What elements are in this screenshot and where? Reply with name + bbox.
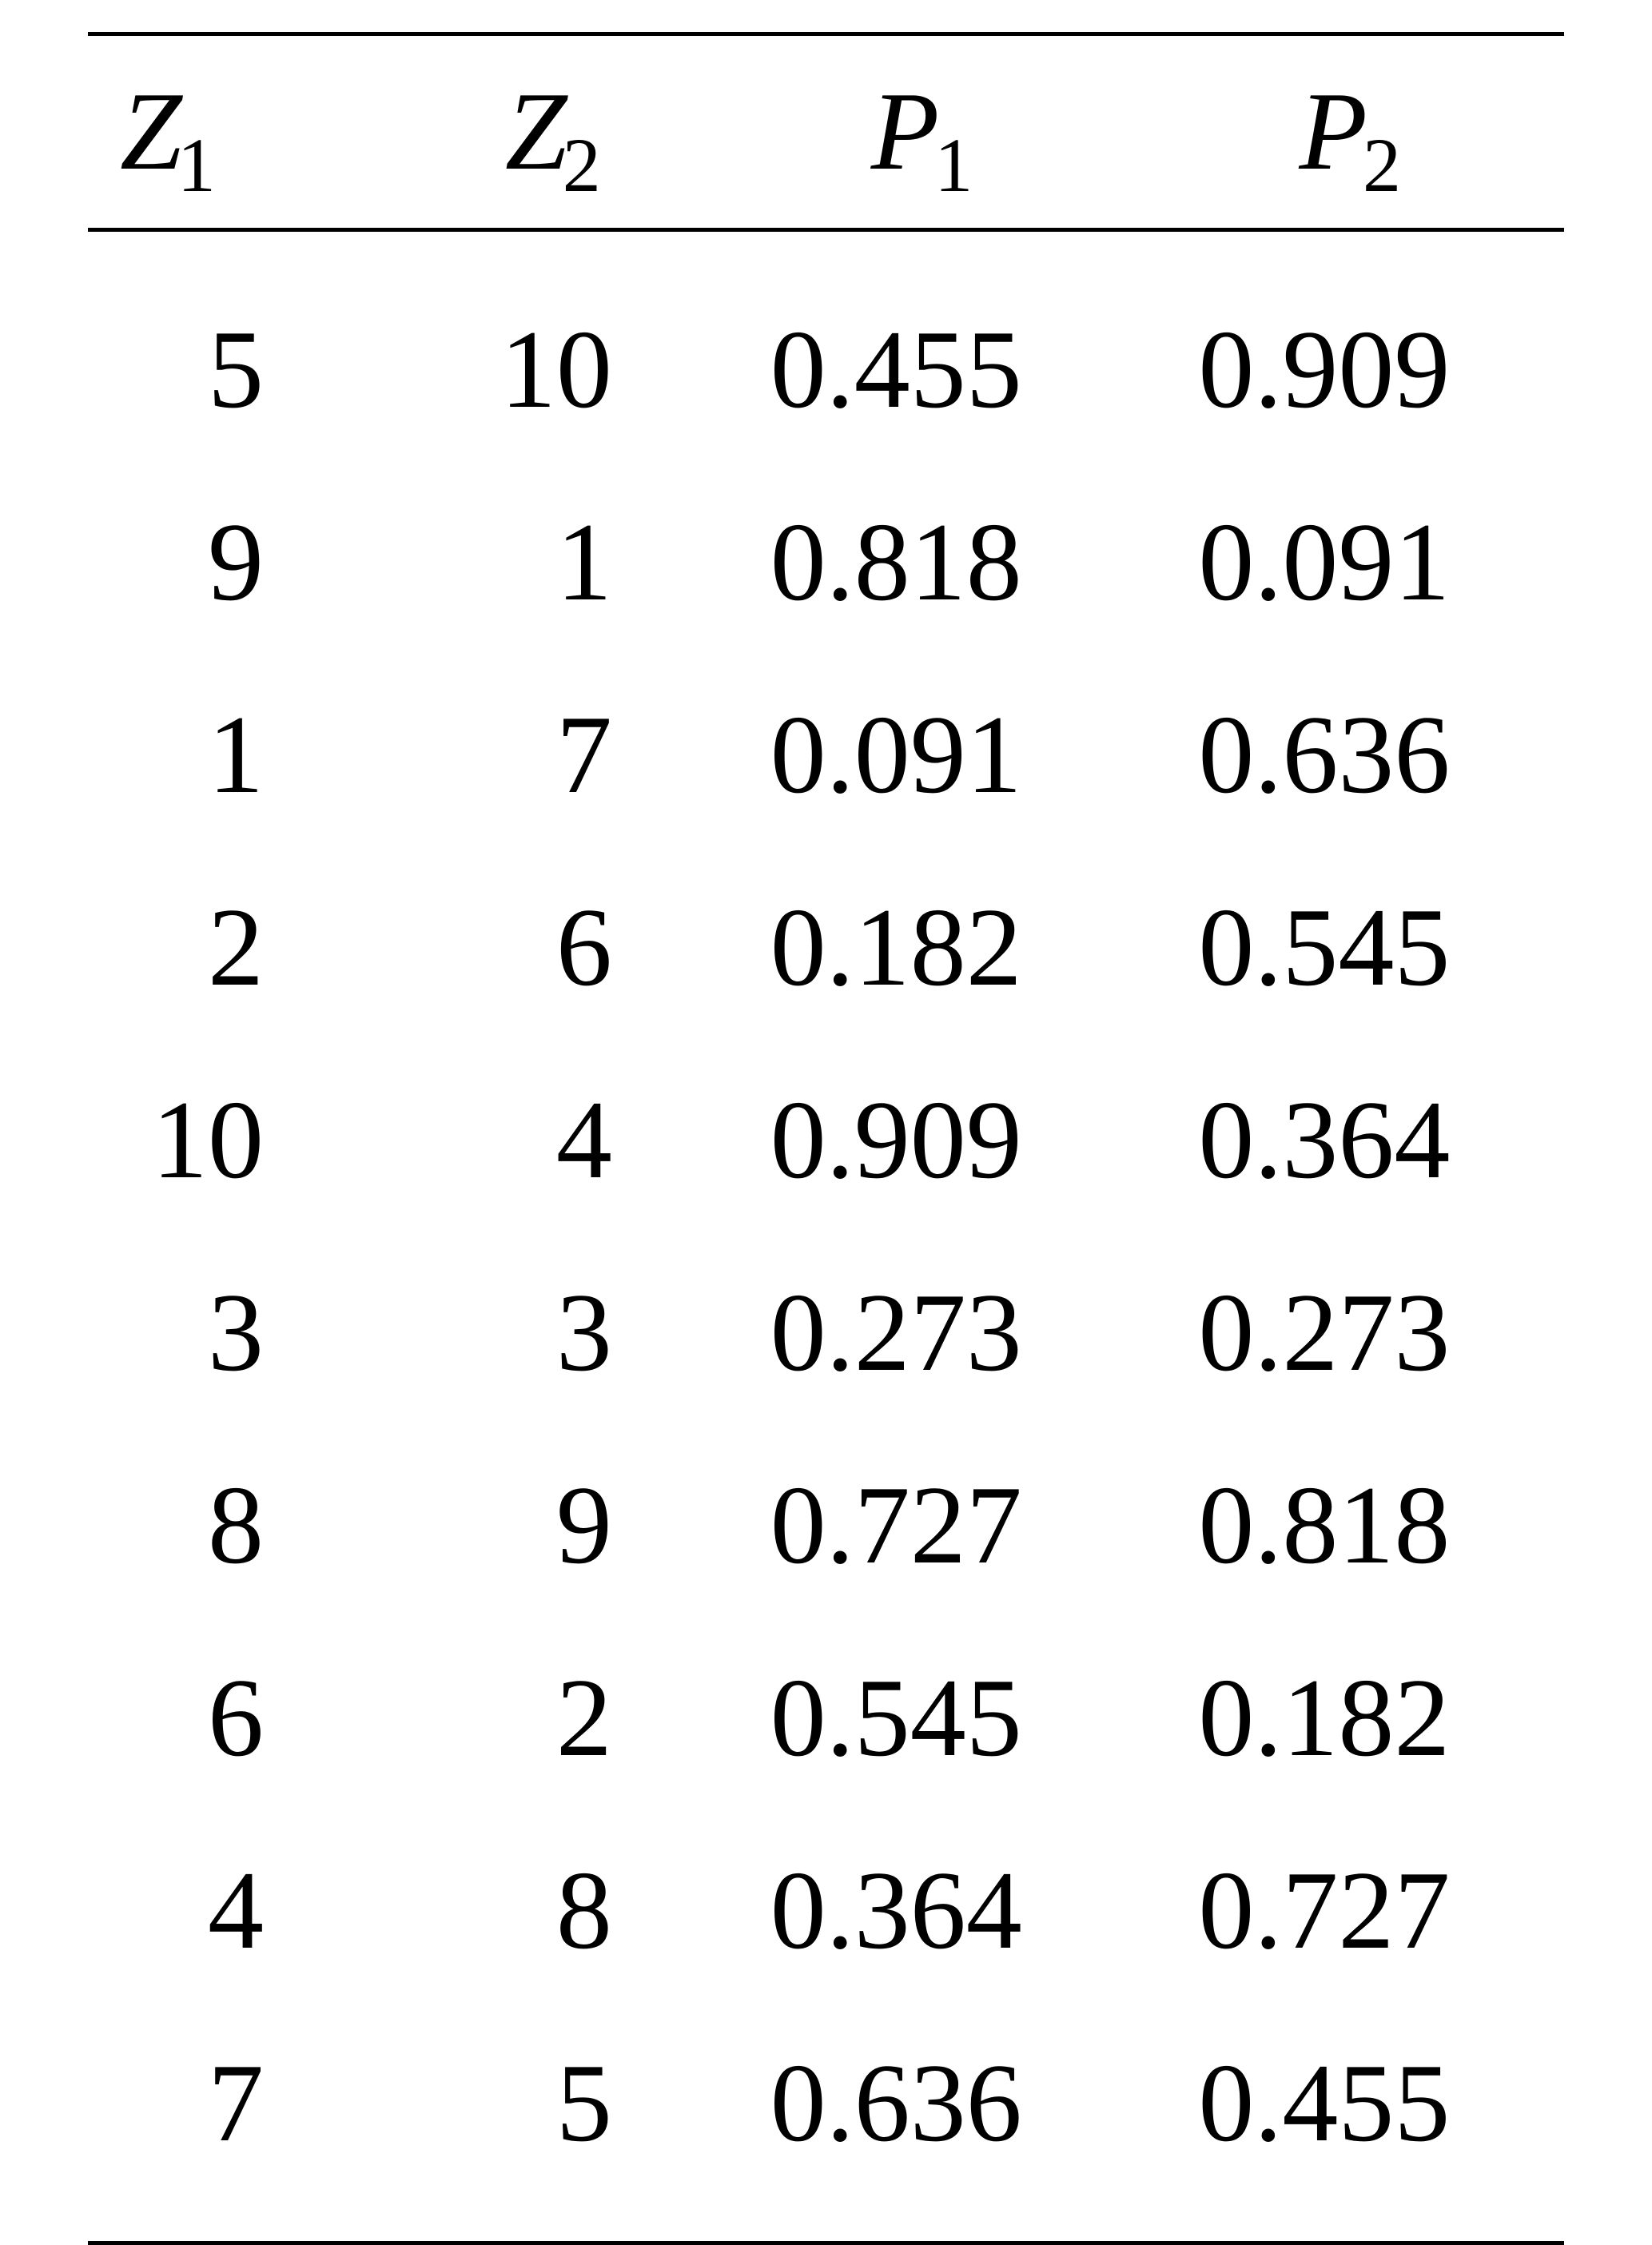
- cell-p2: 0.273: [1136, 1236, 1564, 1429]
- col-header-z2: Z2: [398, 34, 708, 230]
- table-row: 6 2 0.545 0.182: [88, 1622, 1564, 1814]
- cell-p2: 0.909: [1136, 230, 1564, 467]
- cell-p1: 0.455: [708, 230, 1136, 467]
- cell-z1: 7: [88, 2007, 398, 2243]
- cell-p2: 0.545: [1136, 851, 1564, 1044]
- table-body: 5 10 0.455 0.909 9 1 0.818 0.091 1 7 0.0…: [88, 230, 1564, 2243]
- cell-z2: 8: [398, 1814, 708, 2007]
- cell-p1: 0.091: [708, 659, 1136, 851]
- col-header-p1: P1: [708, 34, 1136, 230]
- col-header-sub: 1: [177, 122, 216, 208]
- cell-p1: 0.545: [708, 1622, 1136, 1814]
- table-row: 9 1 0.818 0.091: [88, 466, 1564, 659]
- cell-p1: 0.818: [708, 466, 1136, 659]
- cell-p1: 0.727: [708, 1429, 1136, 1622]
- cell-z1: 10: [88, 1044, 398, 1236]
- table-row: 2 6 0.182 0.545: [88, 851, 1564, 1044]
- cell-z2: 5: [398, 2007, 708, 2243]
- table-row: 7 5 0.636 0.455: [88, 2007, 1564, 2243]
- cell-z1: 1: [88, 659, 398, 851]
- cell-z2: 2: [398, 1622, 708, 1814]
- cell-z1: 8: [88, 1429, 398, 1622]
- col-header-var: P: [871, 70, 940, 193]
- table-row: 3 3 0.273 0.273: [88, 1236, 1564, 1429]
- col-header-sub: 1: [934, 122, 973, 208]
- cell-z2: 3: [398, 1236, 708, 1429]
- col-header-z1: Z1: [88, 34, 398, 230]
- table-row: 8 9 0.727 0.818: [88, 1429, 1564, 1622]
- cell-z2: 9: [398, 1429, 708, 1622]
- cell-z1: 6: [88, 1622, 398, 1814]
- col-header-sub: 2: [563, 122, 601, 208]
- cell-z2: 6: [398, 851, 708, 1044]
- cell-p1: 0.273: [708, 1236, 1136, 1429]
- cell-p2: 0.455: [1136, 2007, 1564, 2243]
- table-header-row: Z1 Z2 P1 P2: [88, 34, 1564, 230]
- col-header-sub: 2: [1363, 122, 1401, 208]
- cell-z1: 5: [88, 230, 398, 467]
- cell-p2: 0.636: [1136, 659, 1564, 851]
- cell-p2: 0.818: [1136, 1429, 1564, 1622]
- cell-p2: 0.727: [1136, 1814, 1564, 2007]
- cell-z2: 7: [398, 659, 708, 851]
- page: Z1 Z2 P1 P2: [0, 0, 1652, 2008]
- col-header-var: Z: [505, 70, 567, 193]
- cell-p1: 0.909: [708, 1044, 1136, 1236]
- cell-z1: 3: [88, 1236, 398, 1429]
- data-table: Z1 Z2 P1 P2: [88, 32, 1564, 2245]
- cell-p1: 0.182: [708, 851, 1136, 1044]
- cell-z2: 10: [398, 230, 708, 467]
- cell-p2: 0.091: [1136, 466, 1564, 659]
- cell-p1: 0.636: [708, 2007, 1136, 2243]
- table-row: 5 10 0.455 0.909: [88, 230, 1564, 467]
- table-row: 1 7 0.091 0.636: [88, 659, 1564, 851]
- cell-p1: 0.364: [708, 1814, 1136, 2007]
- cell-z1: 9: [88, 466, 398, 659]
- cell-z1: 2: [88, 851, 398, 1044]
- table-row: 4 8 0.364 0.727: [88, 1814, 1564, 2007]
- col-header-var: Z: [120, 70, 182, 193]
- table-row: 10 4 0.909 0.364: [88, 1044, 1564, 1236]
- cell-z1: 4: [88, 1814, 398, 2007]
- col-header-p2: P2: [1136, 34, 1564, 230]
- cell-z2: 1: [398, 466, 708, 659]
- cell-p2: 0.182: [1136, 1622, 1564, 1814]
- col-header-var: P: [1299, 70, 1367, 193]
- cell-z2: 4: [398, 1044, 708, 1236]
- cell-p2: 0.364: [1136, 1044, 1564, 1236]
